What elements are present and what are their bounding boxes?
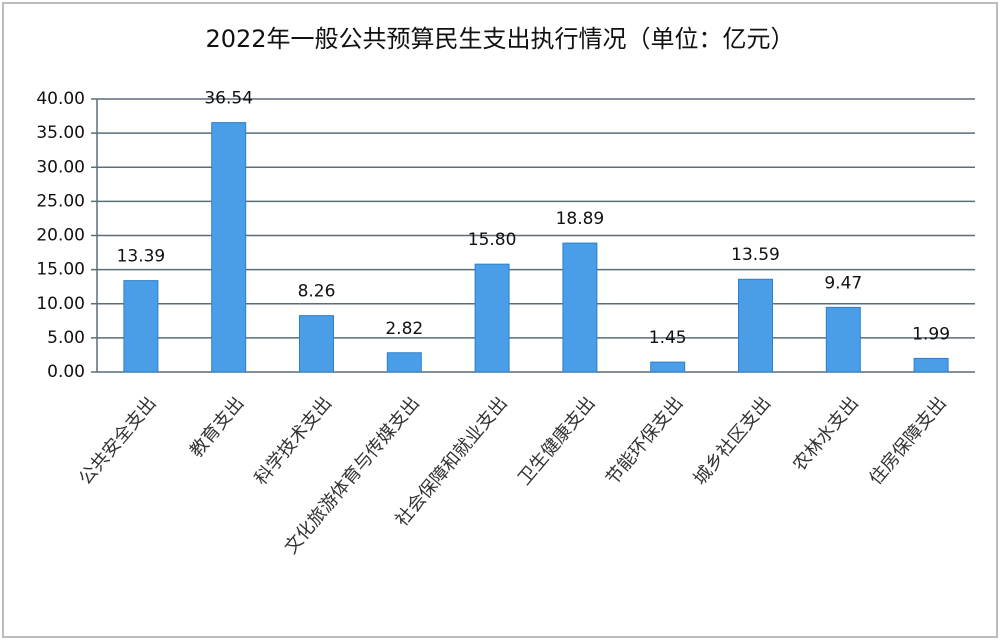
value-label: 9.47: [824, 273, 862, 293]
y-tick-label: 35.00: [36, 123, 85, 143]
value-label: 8.26: [298, 282, 336, 302]
bar: [738, 278, 773, 373]
bar: [299, 315, 334, 373]
y-tick-label: 30.00: [36, 157, 85, 177]
chart-title: 2022年一般公共预算民生支出执行情况（单位：亿元）: [205, 25, 794, 53]
bar: [562, 242, 598, 373]
value-label: 2.82: [385, 319, 423, 339]
y-tick-label: 5.00: [47, 328, 85, 348]
bar: [474, 263, 510, 373]
bar: [650, 361, 686, 373]
y-tick-label: 40.00: [36, 89, 85, 109]
bar: [825, 306, 861, 373]
value-label: 1.99: [912, 324, 950, 344]
y-tick-label: 10.00: [36, 294, 85, 314]
value-label: 15.80: [468, 230, 517, 250]
value-label: 1.45: [649, 328, 687, 348]
y-tick-label: 20.00: [36, 226, 85, 246]
value-label: 13.39: [117, 247, 166, 267]
bar: [913, 357, 949, 373]
bar: [211, 122, 247, 373]
y-tick-label: 25.00: [36, 191, 85, 211]
bar: [386, 352, 422, 373]
value-label: 18.89: [556, 209, 605, 229]
bar: [123, 280, 159, 373]
value-label: 36.54: [204, 89, 253, 109]
y-tick-label: 0.00: [47, 362, 85, 382]
y-tick-label: 15.00: [36, 260, 85, 280]
value-label: 13.59: [731, 245, 780, 265]
